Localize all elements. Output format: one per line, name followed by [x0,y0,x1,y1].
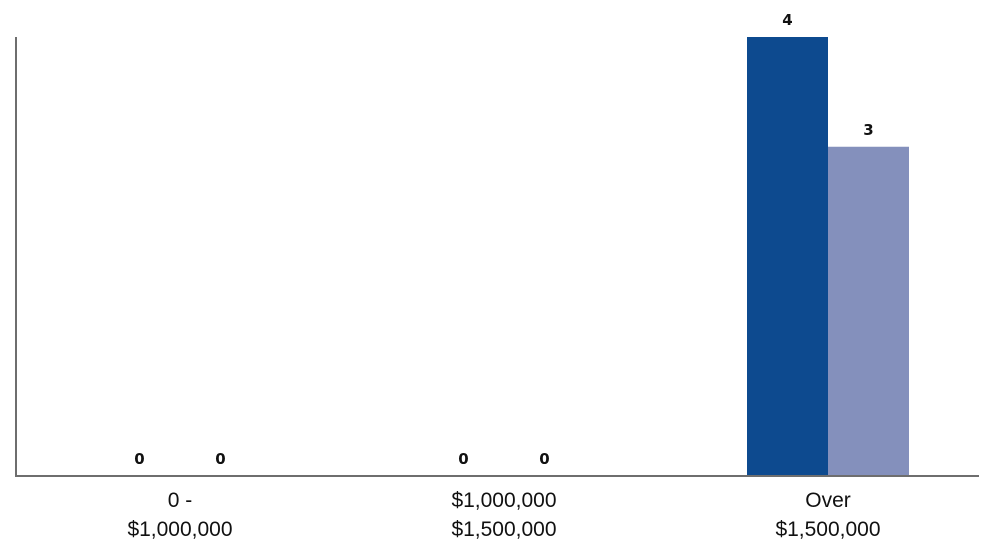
data-label-series-1-category-2: 0 [458,450,468,468]
data-label-series-1-category-1: 0 [134,450,144,468]
category-label-1-line-2: $1,000,000 [127,518,232,541]
category-label-3-line-2: $1,500,000 [775,518,880,541]
data-label-series-2-category-3: 3 [863,121,873,139]
bars-layer [747,37,909,476]
data-label-series-1-category-3: 4 [782,11,792,29]
data-label-series-2-category-2: 0 [539,450,549,468]
bar-series-1-category-3 [747,37,828,476]
bar-series-2-category-3 [828,147,909,476]
category-labels: 0 - $1,000,000 $1,000,000 $1,500,000 Over $1,… [127,489,880,541]
category-label-1-line-1: 0 - [168,489,193,512]
category-label-2-line-1: $1,000,000 [451,489,556,512]
category-label-2-line-2: $1,500,000 [451,518,556,541]
category-label-3-line-1: Over [805,489,851,512]
data-label-series-2-category-1: 0 [215,450,225,468]
